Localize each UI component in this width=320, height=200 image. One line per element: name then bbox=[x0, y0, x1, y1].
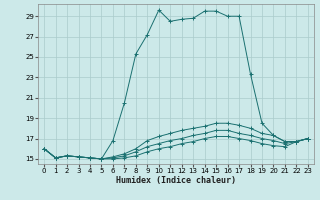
X-axis label: Humidex (Indice chaleur): Humidex (Indice chaleur) bbox=[116, 176, 236, 185]
